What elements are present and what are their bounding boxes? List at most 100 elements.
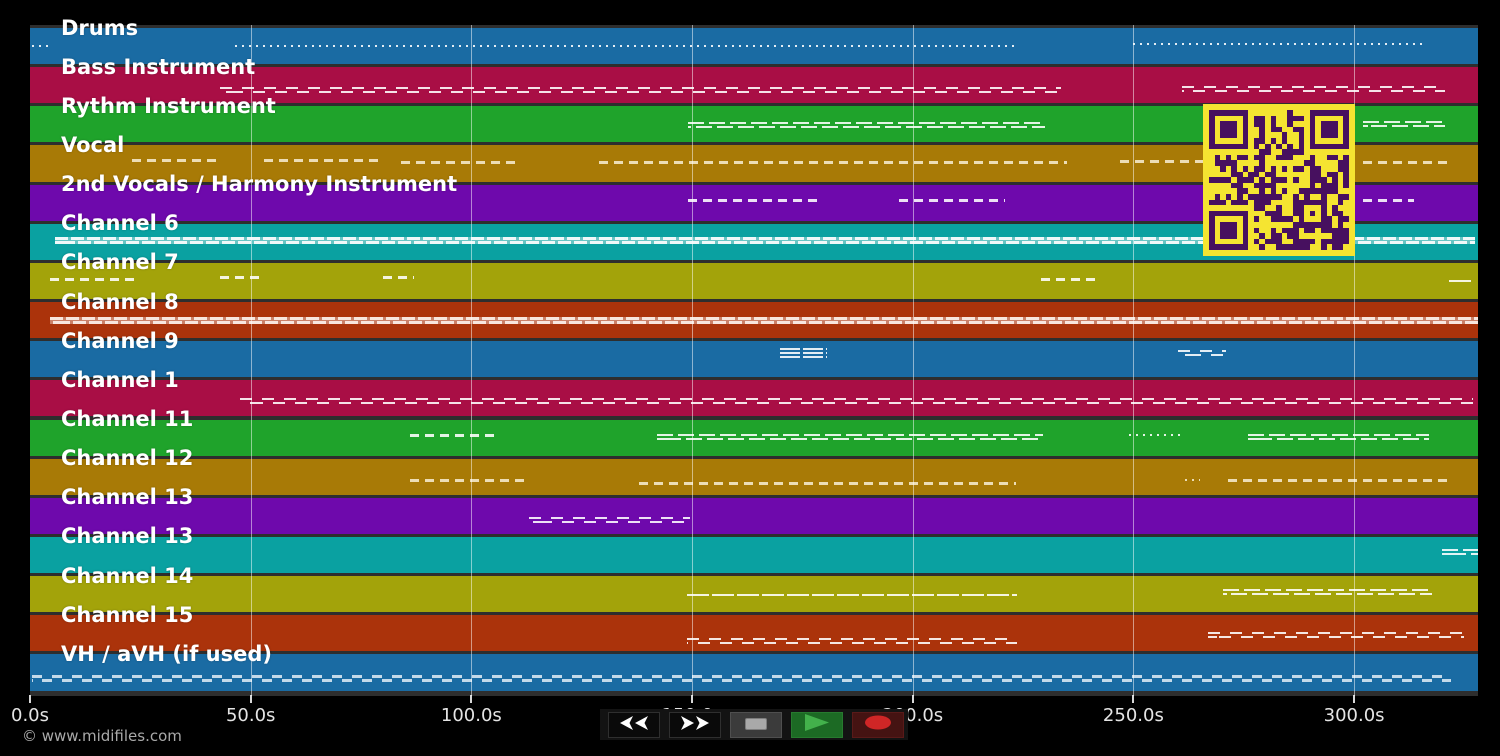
qr-module: [1332, 182, 1338, 189]
qr-module: [1304, 143, 1310, 150]
qr-module: [1264, 221, 1271, 228]
qr-module: [1281, 149, 1288, 155]
qr-module: [1225, 160, 1232, 166]
track-label: Channel 15: [61, 602, 194, 627]
qr-module: [1320, 199, 1327, 206]
qr-module: [1298, 238, 1305, 245]
track-label: Channel 6: [61, 211, 179, 236]
qr-module: [1248, 143, 1254, 150]
note-segment: [1120, 159, 1204, 163]
qr-module: [1225, 143, 1232, 150]
qr-module: [1259, 160, 1265, 166]
track-band: [30, 341, 1478, 378]
note-segment: [1362, 199, 1414, 203]
fast-forward-button[interactable]: [669, 711, 721, 738]
note-segment: [49, 277, 141, 281]
qr-module: [1225, 210, 1232, 217]
qr-module: [1220, 238, 1226, 245]
qr-module: [1220, 216, 1226, 222]
qr-module: [1332, 216, 1338, 222]
qr-module: [1309, 244, 1316, 250]
qr-module: [1270, 216, 1277, 222]
qr-module: [1225, 115, 1232, 122]
qr-module: [1276, 171, 1282, 178]
qr-module: [1320, 227, 1327, 234]
qr-module: [1287, 115, 1293, 122]
qr-module: [1264, 205, 1271, 211]
qr-module: [1337, 137, 1344, 144]
qr-module: [1298, 121, 1305, 127]
qr-module: [1337, 216, 1344, 222]
track-label: Drums: [61, 15, 139, 40]
qr-module: [1253, 132, 1260, 138]
qr-module: [1220, 115, 1226, 122]
qr-module: [1276, 227, 1282, 234]
record-button[interactable]: [852, 711, 904, 738]
qr-module: [1287, 221, 1293, 228]
qr-module: [1225, 216, 1232, 222]
qr-module: [1281, 165, 1288, 172]
qr-module: [1287, 188, 1293, 194]
note-segment: [1248, 433, 1430, 440]
qr-module: [1276, 137, 1282, 144]
qr-module: [1326, 132, 1333, 138]
qr-module: [1292, 177, 1299, 183]
note-segment: [686, 638, 1017, 645]
qr-module: [1270, 221, 1277, 228]
qr-module: [1209, 244, 1215, 250]
qr-module: [1337, 210, 1344, 217]
qr-module: [1309, 238, 1316, 245]
qr-module: [1292, 216, 1299, 222]
qr-module: [1315, 188, 1321, 194]
qr-module: [1315, 149, 1321, 155]
qr-module: [1281, 160, 1288, 166]
gridline: [1133, 25, 1135, 696]
qr-module: [1337, 182, 1344, 189]
qr-module: [1287, 233, 1293, 239]
qr-module: [1248, 188, 1254, 194]
qr-module: [1343, 110, 1349, 116]
qr-module: [1315, 171, 1321, 178]
qr-module: [1209, 193, 1215, 200]
qr-module: [1253, 126, 1260, 133]
gridline: [250, 25, 252, 696]
qr-module: [1276, 110, 1282, 116]
qr-module: [1332, 188, 1338, 194]
qr-module: [1332, 132, 1338, 138]
qr-module: [1292, 110, 1299, 116]
play-button[interactable]: [791, 711, 843, 738]
qr-module: [1270, 227, 1277, 234]
qr-module: [1253, 199, 1260, 206]
qr-module: [1220, 188, 1226, 194]
qr-module: [1242, 121, 1249, 127]
stop-button[interactable]: [730, 711, 782, 738]
gridline: [912, 25, 914, 696]
axis-tick-label: 0.0s: [10, 705, 50, 726]
qr-module: [1292, 233, 1299, 239]
qr-module: [1304, 221, 1310, 228]
qr-module: [1270, 110, 1277, 116]
qr-module: [1231, 132, 1237, 138]
qr-module: [1315, 160, 1321, 166]
qr-module: [1326, 143, 1333, 150]
qr-module: [1259, 193, 1265, 200]
rewind-button[interactable]: [608, 711, 660, 738]
qr-module: [1209, 221, 1215, 228]
qr-module: [1332, 233, 1338, 239]
qr-module: [1304, 233, 1310, 239]
track-label: Channel 1: [61, 367, 179, 392]
track-label: Channel 13: [61, 524, 194, 549]
qr-module: [1264, 233, 1271, 239]
qr-module: [1242, 193, 1249, 200]
qr-module: [1214, 233, 1221, 239]
qr-module: [1209, 126, 1215, 133]
qr-module: [1298, 199, 1305, 206]
qr-module: [1225, 238, 1232, 245]
qr-module: [1214, 137, 1221, 144]
qr-module: [1225, 233, 1232, 239]
qr-module: [1315, 121, 1321, 127]
qr-module: [1242, 205, 1249, 211]
qr-module: [1231, 233, 1237, 239]
qr-module: [1287, 121, 1293, 127]
